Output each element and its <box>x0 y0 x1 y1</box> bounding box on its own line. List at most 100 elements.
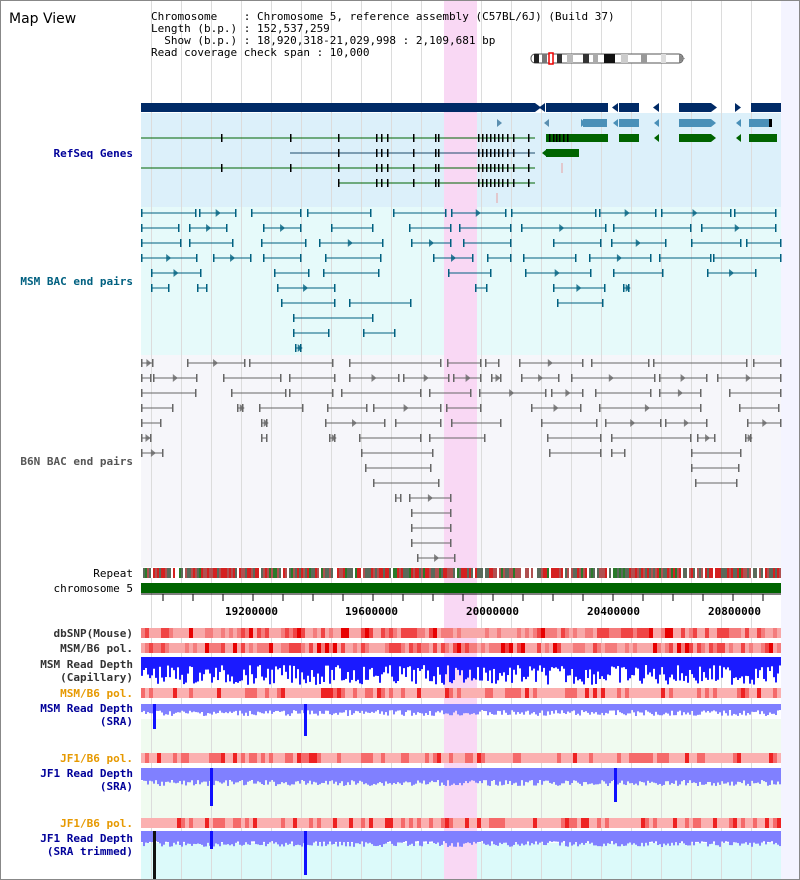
jf1-b6-pol-cell <box>325 753 329 763</box>
b6n-bac-pair-end <box>266 434 268 442</box>
depth-bar-jf1-sra <box>583 768 585 783</box>
jf1-b6-pol2-cell <box>757 818 761 828</box>
depth-bar-msm-sra <box>321 704 323 714</box>
msm-bac-pair-arrow <box>475 209 481 217</box>
exon-tick <box>387 164 389 172</box>
b6n-bac-end-pairs-track[interactable] <box>1 1 800 571</box>
msm-b6-pol2-cell <box>733 688 737 698</box>
depth-bar-capillary <box>779 657 781 666</box>
depth-bar-jf1-trim <box>759 831 761 846</box>
msm-bac-pair-end <box>382 239 384 247</box>
repeat-cell <box>601 568 603 578</box>
msm-b6-pol2-cell <box>645 688 649 698</box>
depth-bar-capillary <box>429 657 431 682</box>
depth-bar-capillary <box>605 657 607 681</box>
repeat-cell <box>527 568 529 578</box>
chromosome-ideogram[interactable] <box>1 1 800 101</box>
repeat-cell <box>459 568 461 578</box>
depth-bar-jf1-sra <box>217 768 219 782</box>
depth-bar-msm-sra <box>223 704 225 714</box>
depth-bar-jf1-trim <box>335 831 337 842</box>
depth-bar-capillary <box>505 657 507 682</box>
repeat-cell <box>721 568 723 578</box>
depth-bar-msm-sra <box>233 704 235 712</box>
depth-bar-msm-sra <box>349 704 351 711</box>
msm-b6-pol-cell <box>701 643 705 653</box>
depth-bar-msm-sra <box>313 704 315 714</box>
repeat-cell <box>583 568 585 578</box>
depth-bar-msm-sra <box>371 704 373 712</box>
depth-bar-msm-sra <box>259 704 261 713</box>
dbsnp-cell <box>153 628 157 638</box>
highlighted-region[interactable] <box>444 1 477 879</box>
msm-bac-pair-end <box>235 209 237 217</box>
jf1-b6-pol-cell <box>529 753 533 763</box>
msm-b6-pol2-cell <box>277 688 281 698</box>
depth-bar-msm-sra <box>597 704 599 715</box>
repeat-cell <box>573 568 575 578</box>
depth-bar-capillary <box>229 657 231 682</box>
b6n-bac-pair-end <box>440 359 442 367</box>
depth-bar-jf1-trim <box>427 831 429 845</box>
jf1-b6-pol2-cell <box>777 818 781 828</box>
msm-bac-pair-end <box>380 254 382 262</box>
msm-b6-pol2-cell <box>713 688 717 698</box>
depth-bar-jf1-sra <box>749 768 751 786</box>
depth-bar-jf1-trim <box>289 831 291 844</box>
depth-bar-capillary <box>515 657 517 675</box>
exon <box>769 119 772 127</box>
transcript-bar <box>749 119 769 127</box>
jf1-b6-pol2-cell <box>265 818 269 828</box>
depth-bar-jf1-trim <box>677 831 679 846</box>
depth-bar-jf1-sra <box>689 768 691 781</box>
depth-bar-msm-sra <box>249 704 251 711</box>
msm-bac-pair-end <box>411 239 413 247</box>
repeat-cell <box>231 568 233 578</box>
depth-bar-msm-sra <box>211 704 213 715</box>
repeat-cell <box>191 568 193 578</box>
msm-b6-pol-cell <box>285 643 289 653</box>
msm-bac-pair-arrow <box>451 254 456 262</box>
jf1-b6-pol-cell <box>365 753 369 763</box>
jf1-b6-pol-cell <box>505 753 509 763</box>
depth-bar-jf1-trim <box>435 831 437 844</box>
depth-bar-capillary <box>305 657 307 684</box>
depth-bar-jf1-trim <box>717 831 719 846</box>
repeat-cell <box>577 568 579 578</box>
jf1-b6-pol-cell <box>733 753 737 763</box>
depth-bar-jf1-sra <box>473 768 475 781</box>
msm-b6-pol2-cell <box>281 688 285 698</box>
depth-bar-jf1-sra <box>463 768 465 784</box>
strand-arrow <box>497 119 502 127</box>
jf1-b6-pol2-cell <box>405 818 409 828</box>
depth-bar-jf1-trim <box>691 831 693 842</box>
dbsnp-cell <box>173 628 177 638</box>
repeat-cell <box>457 568 459 578</box>
depth-bar-capillary <box>185 657 187 683</box>
repeat-cell <box>233 568 235 578</box>
jf1-b6-pol-cell <box>385 753 389 763</box>
repeat-cell <box>505 568 507 578</box>
depth-bar-msm-sra <box>533 704 535 713</box>
repeat-cell <box>545 568 547 578</box>
dbsnp-cell <box>397 628 401 638</box>
depth-bar-msm-sra <box>409 704 411 711</box>
depth-bar-capillary <box>551 657 553 668</box>
depth-bar-jf1-trim <box>703 831 705 842</box>
green-block <box>749 134 777 142</box>
refseq-genes-track[interactable] <box>1 1 800 221</box>
depth-bar-jf1-trim <box>315 831 317 842</box>
depth-bar-jf1-trim <box>161 831 163 847</box>
depth-bar-jf1-trim <box>229 831 231 846</box>
msm-bac-pair-end <box>487 254 489 262</box>
depth-bar-jf1-sra <box>577 768 579 783</box>
repeat-cell <box>249 568 251 578</box>
msm-bac-end-pairs-track[interactable] <box>1 1 800 361</box>
dbsnp-cell <box>537 628 541 638</box>
repeat-cell <box>361 568 363 578</box>
depth-bar-jf1-sra <box>247 768 249 782</box>
depth-bar-jf1-trim <box>441 831 443 845</box>
depth-bar-jf1-trim <box>379 831 381 846</box>
depth-bar-capillary <box>281 657 283 676</box>
